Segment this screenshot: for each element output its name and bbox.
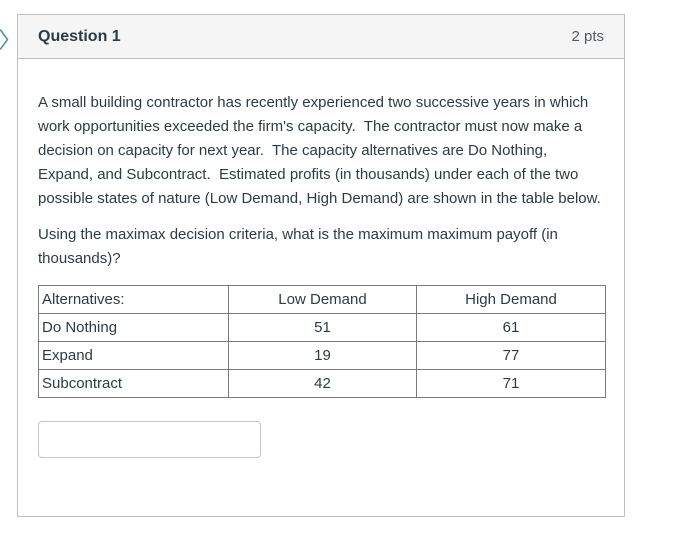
question-card: Question 1 2 pts A small building contra… [17,14,625,517]
table-cell-alternative: Do Nothing [38,313,229,342]
answer-input[interactable] [38,421,261,458]
table-header-row: Alternatives: Low Demand High Demand [38,285,606,314]
table-row: Expand 19 77 [38,341,606,370]
table-header-alternatives: Alternatives: [38,285,229,314]
question-points-badge: 2 pts [571,28,604,45]
table-cell-high: 71 [416,369,606,398]
question-flag-icon[interactable] [0,29,9,50]
table-cell-low: 42 [228,369,417,398]
table-header-low-demand: Low Demand [228,285,417,314]
question-paragraph-prompt: Using the maximax decision criteria, wha… [38,226,563,267]
table-row: Do Nothing 51 61 [38,313,606,342]
payoff-table: Alternatives: Low Demand High Demand Do … [38,285,606,398]
question-body: A small building contractor has recently… [18,59,624,489]
question-header: Question 1 2 pts [18,15,624,59]
table-cell-high: 77 [416,341,606,370]
table-cell-alternative: Expand [38,341,229,370]
table-row: Subcontract 42 71 [38,369,606,398]
table-header-high-demand: High Demand [416,285,606,314]
table-cell-low: 19 [228,341,417,370]
table-cell-high: 61 [416,313,606,342]
table-cell-low: 51 [228,313,417,342]
table-cell-alternative: Subcontract [38,369,229,398]
question-title: Question 1 [38,27,121,45]
question-paragraph-scenario: A small building contractor has recently… [38,94,601,207]
